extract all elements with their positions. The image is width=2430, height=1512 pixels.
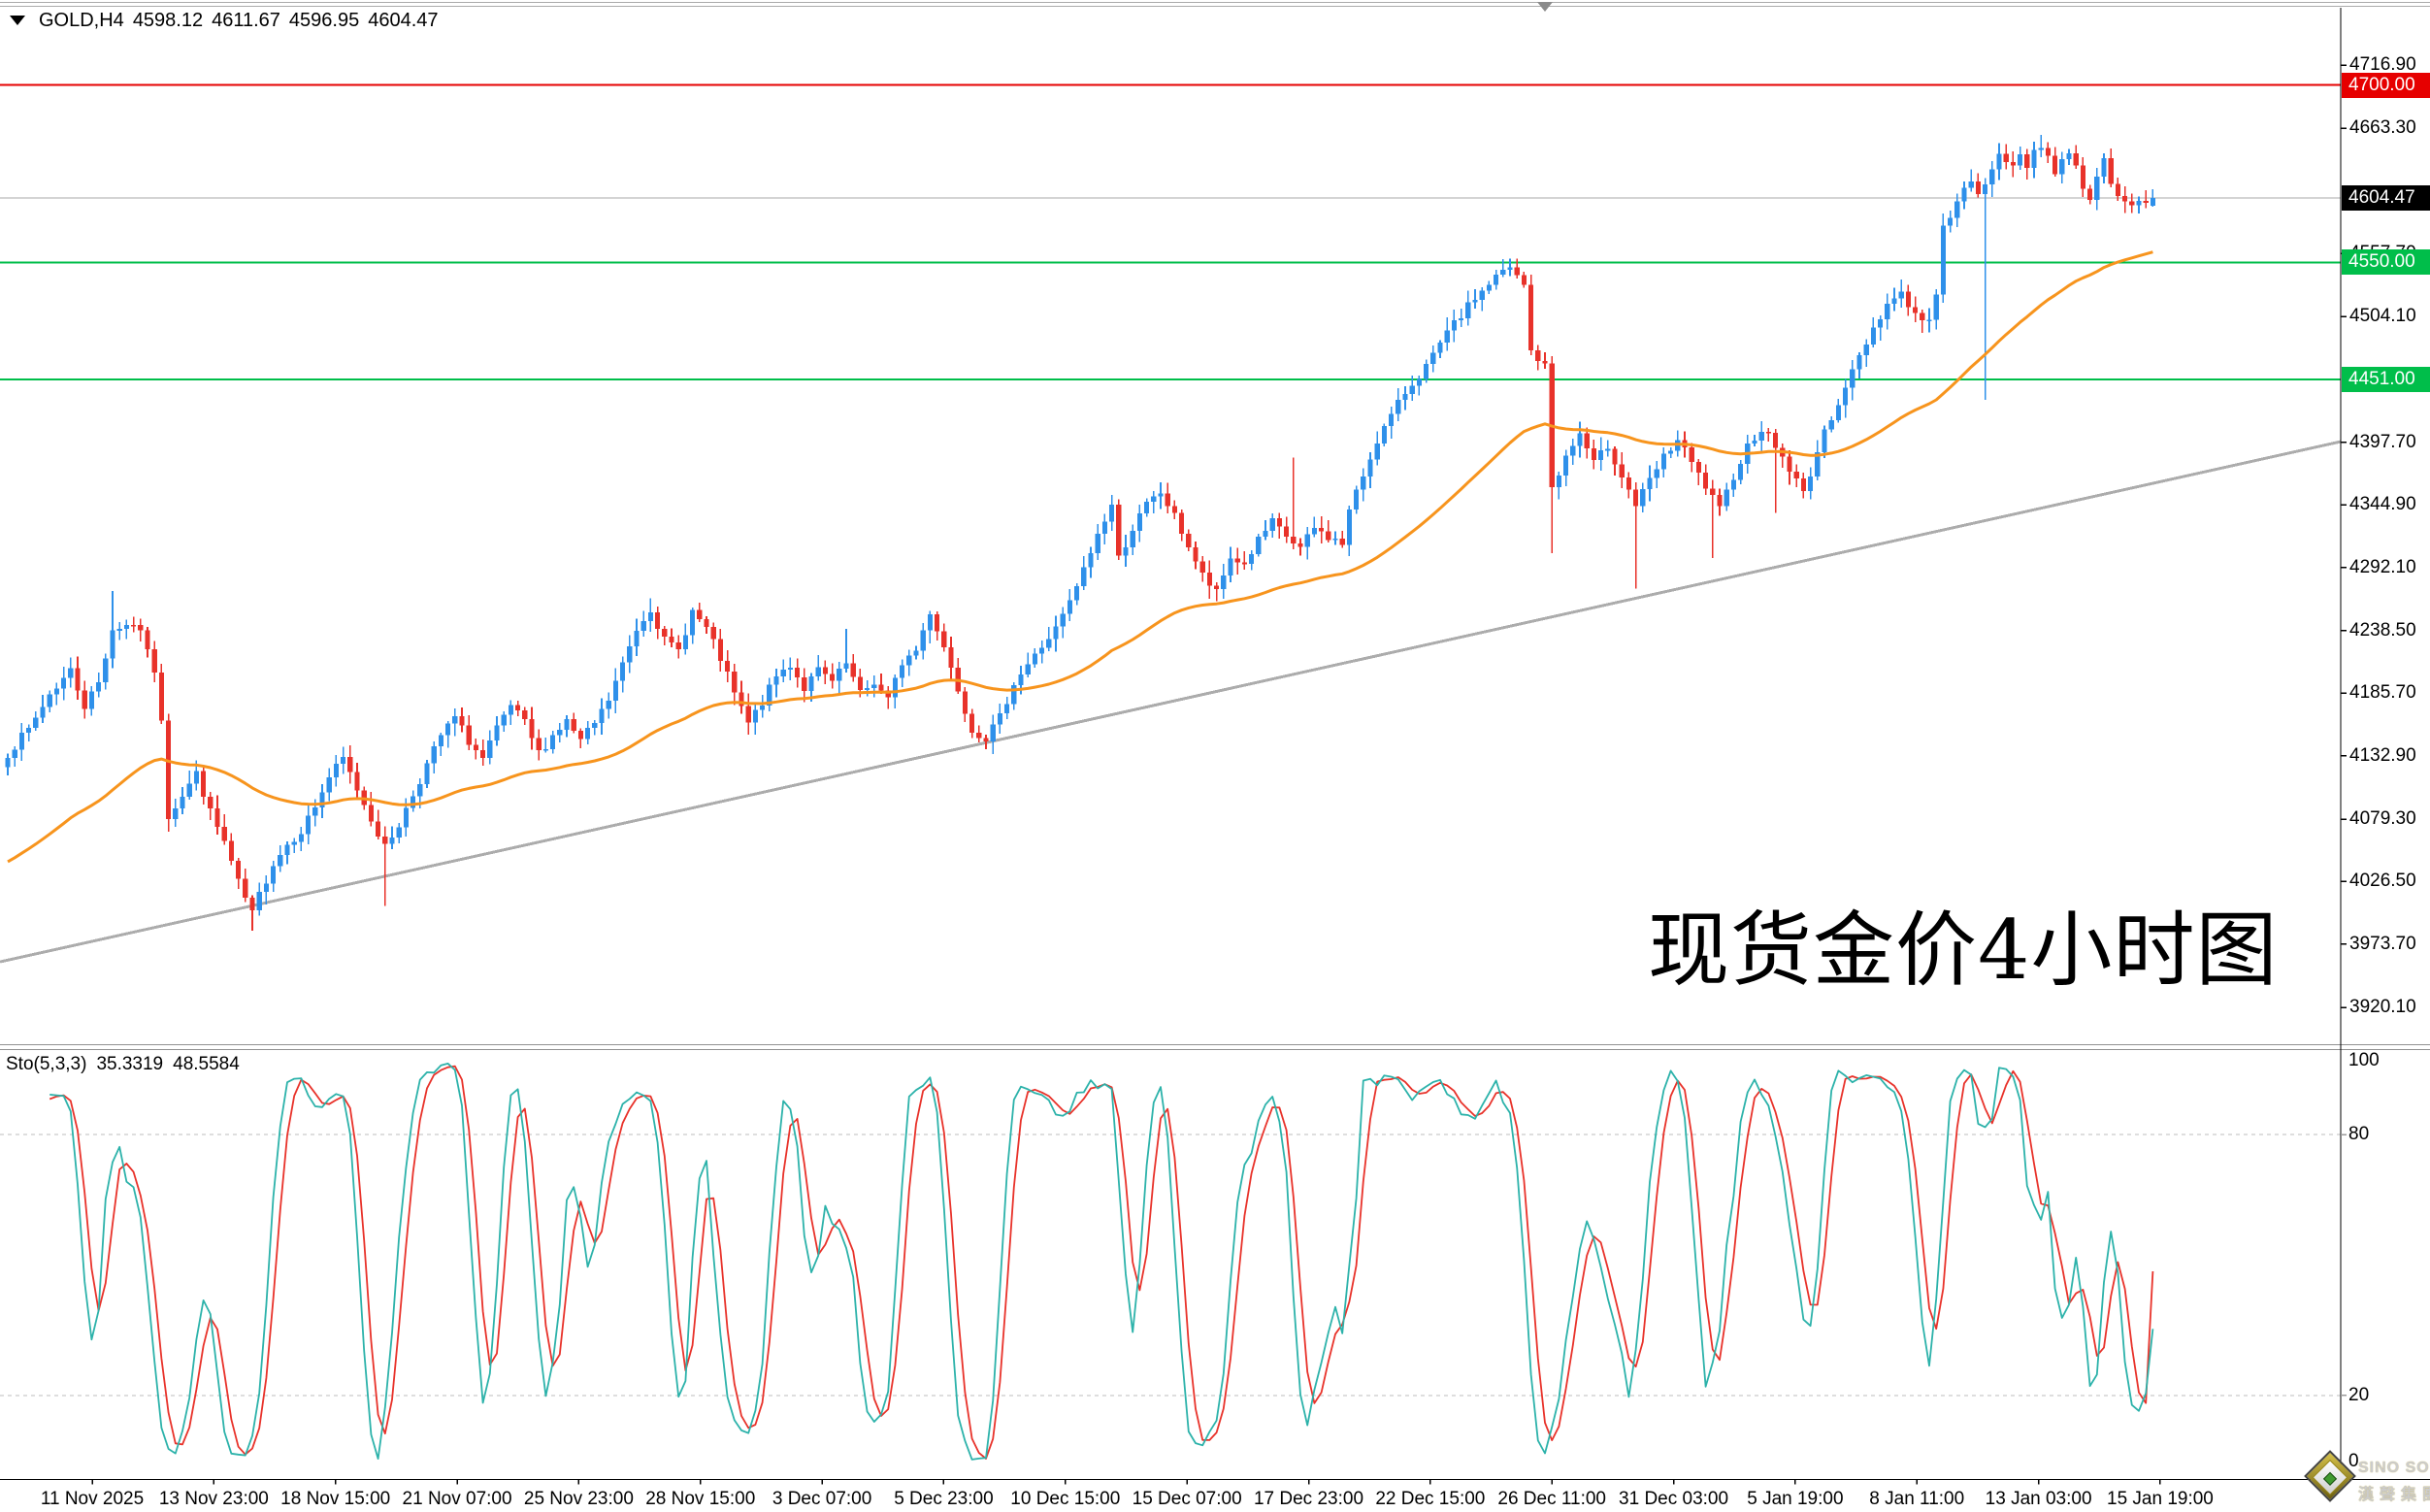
watermark-diamond-icon (2304, 1450, 2356, 1502)
stochastic-value-d: 48.5584 (173, 1054, 240, 1074)
time-axis-label: 11 Nov 2025 (40, 1489, 145, 1509)
symbol-label: GOLD,H4 (39, 9, 124, 31)
watermark-line2: 漢聲集團 (2358, 1487, 2430, 1503)
price-level-badge: 4550.00 (2342, 249, 2430, 276)
price-tick-label: 4663.30 (2349, 117, 2416, 139)
time-axis-label: 3 Dec 07:00 (772, 1489, 872, 1509)
time-axis-label: 15 Dec 07:00 (1132, 1489, 1242, 1509)
price-tick-label: 3973.70 (2349, 933, 2416, 954)
stochastic-name: Sto(5,3,3) (6, 1054, 87, 1074)
watermark-line1: SINO SOUND (2358, 1460, 2430, 1476)
stochastic-axis-label: 0 (2348, 1451, 2359, 1471)
price-tick-label: 4292.10 (2349, 556, 2416, 577)
ohlc-close: 4604.47 (368, 9, 439, 31)
stochastic-axis-label: 20 (2348, 1384, 2370, 1405)
time-axis-label: 18 Nov 15:00 (280, 1489, 391, 1509)
price-level-badge: 4604.47 (2342, 185, 2430, 211)
chart-caption: 现货金价4小时图 (1648, 903, 2279, 998)
price-level-badge: 4451.00 (2342, 367, 2430, 393)
time-axis-label: 13 Nov 23:00 (158, 1489, 269, 1509)
time-axis-label: 10 Dec 15:00 (1010, 1489, 1121, 1509)
symbol-arrow-icon (10, 16, 25, 25)
time-axis-label: 5 Jan 19:00 (1747, 1489, 1844, 1509)
stochastic-title: Sto(5,3,3) 35.3319 48.5584 (6, 1054, 249, 1075)
price-tick-label: 4344.90 (2349, 494, 2416, 515)
top-border-line-2 (0, 6, 2430, 7)
time-axis-label: 21 Nov 07:00 (402, 1489, 512, 1509)
price-tick-label: 4397.70 (2349, 431, 2416, 452)
ohlc-low: 4596.95 (288, 9, 360, 31)
time-axis-label: 13 Jan 03:00 (1985, 1489, 2092, 1509)
time-axis-label: 17 Dec 23:00 (1253, 1489, 1364, 1509)
price-tick-label: 4504.10 (2349, 306, 2416, 327)
price-tick-label: 4132.90 (2349, 744, 2416, 766)
watermark: SINO SOUND 漢聲集團 (2304, 1450, 2430, 1506)
ohlc-open: 4598.12 (132, 9, 204, 31)
price-tick-label: 4716.90 (2349, 54, 2416, 75)
stochastic-value-k: 35.3319 (96, 1054, 164, 1074)
price-tick-label: 4238.50 (2349, 619, 2416, 641)
time-axis-label: 8 Jan 11:00 (1869, 1489, 1965, 1509)
price-tick-label: 4079.30 (2349, 808, 2416, 829)
time-axis-label: 22 Dec 15:00 (1375, 1489, 1486, 1509)
chart-shift-marker[interactable] (1537, 2, 1553, 12)
time-axis-label: 28 Nov 15:00 (645, 1489, 756, 1509)
ohlc-high: 4611.67 (212, 9, 280, 31)
stochastic-axis-label: 100 (2348, 1050, 2380, 1070)
price-tick-label: 4026.50 (2349, 871, 2416, 892)
stochastic-axis-label: 80 (2348, 1124, 2370, 1144)
time-axis-label: 26 Dec 11:00 (1497, 1489, 1606, 1509)
chart-title-bar: GOLD,H4 4598.12 4611.67 4596.95 4604.47 (10, 8, 447, 33)
price-tick-label: 3920.10 (2349, 997, 2416, 1017)
time-axis-label: 5 Dec 23:00 (894, 1489, 994, 1509)
top-border-line-1 (0, 2, 2430, 3)
time-axis-label: 15 Jan 19:00 (2107, 1489, 2214, 1509)
price-tick-label: 4185.70 (2349, 682, 2416, 704)
price-level-badge: 4700.00 (2342, 72, 2430, 98)
time-axis-label: 25 Nov 23:00 (523, 1489, 634, 1509)
time-axis-label: 31 Dec 03:00 (1619, 1489, 1729, 1509)
